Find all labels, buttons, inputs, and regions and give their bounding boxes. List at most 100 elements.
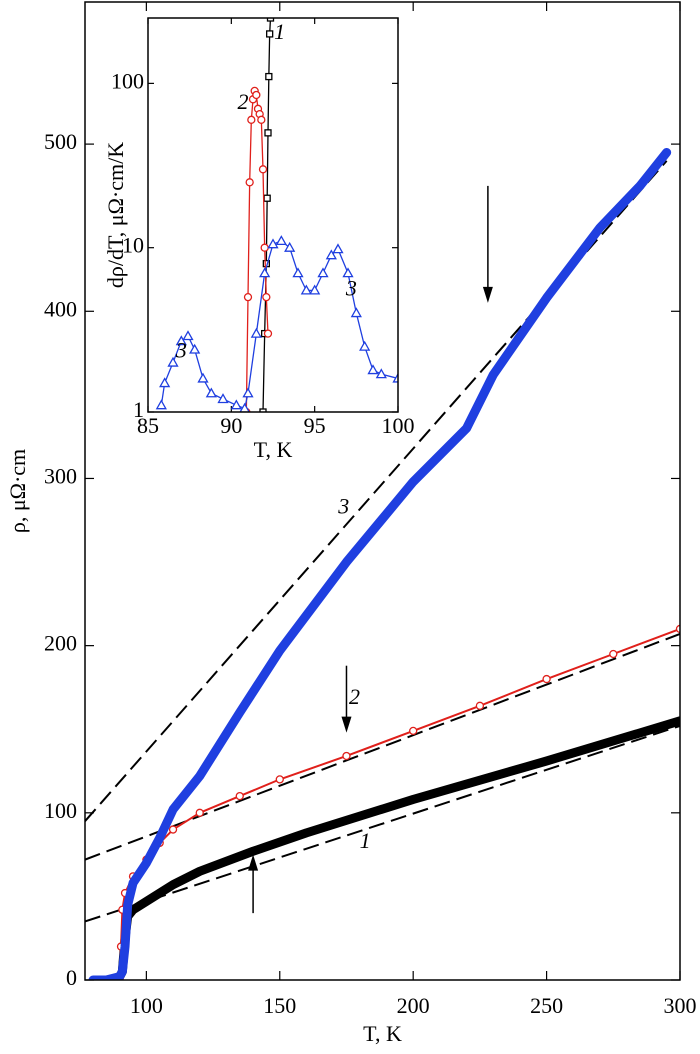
marker [243, 293, 253, 302]
y-axis-label: ρ, μΩ·cm [5, 449, 30, 533]
marker [350, 307, 362, 318]
marker [266, 18, 275, 22]
marker [265, 72, 273, 81]
arrow-head [248, 854, 259, 871]
curve-label: 1 [274, 19, 285, 44]
x-tick-label: 300 [664, 993, 697, 1018]
marker [342, 267, 354, 278]
y-tick-label: 200 [44, 631, 77, 656]
marker [266, 30, 274, 38]
marker [259, 408, 267, 412]
arrow-head [482, 286, 493, 303]
marker [262, 293, 271, 302]
y-tick-label: 10 [122, 233, 144, 258]
x-tick-label: 100 [130, 993, 163, 1018]
marker [242, 387, 254, 398]
marker [197, 372, 209, 383]
x-tick-label: 90 [220, 413, 242, 438]
marker [257, 115, 266, 124]
marker [168, 825, 178, 834]
marker [359, 340, 371, 351]
marker [542, 674, 551, 684]
curve-label: 3 [345, 275, 357, 300]
x-tick-label: 150 [263, 993, 296, 1018]
marker [239, 402, 250, 412]
marker [367, 364, 379, 375]
y-tick-label: 100 [111, 68, 144, 93]
fit-line [85, 160, 668, 822]
main-plot: 100 150 200 250 300 0 100 200 300 400 500 T, K ρ, μΩ… [5, 1, 697, 1046]
inset: 85 90 95 100 1 10 100 T, K dρ/dT, μΩ·cm/K 1 2 3 3 [103, 17, 415, 462]
y-tick-label: 500 [44, 129, 77, 154]
marker [263, 329, 273, 338]
marker [342, 751, 351, 761]
marker [195, 808, 204, 817]
fit-line [85, 724, 680, 923]
marker [245, 178, 254, 187]
marker [292, 267, 304, 278]
y-tick-label: 0 [66, 965, 77, 990]
marker [609, 649, 618, 659]
marker [275, 235, 287, 246]
marker [250, 327, 262, 338]
curve-label: 2 [238, 89, 249, 114]
marker [159, 377, 171, 388]
marker [263, 194, 271, 202]
marker [260, 243, 269, 252]
marker [167, 356, 179, 367]
marker [332, 243, 344, 254]
curve-label: 1 [360, 828, 371, 853]
y-axis-label: dρ/dT, μΩ·cm/K [103, 142, 128, 288]
curve-label: 3 [175, 338, 187, 363]
x-tick-label: 85 [137, 413, 159, 438]
marker [175, 335, 187, 346]
marker [259, 267, 271, 278]
marker [205, 387, 217, 398]
marker [267, 238, 279, 249]
marker [309, 284, 321, 295]
marker [217, 393, 229, 404]
series-line [113, 627, 680, 980]
series-line [88, 147, 672, 980]
y-tick-label: 300 [44, 464, 77, 489]
x-tick-label: 250 [530, 993, 563, 1018]
series-line [245, 90, 269, 412]
arrow-head [341, 716, 352, 733]
axes-frame [84, 1, 681, 981]
marker [258, 165, 268, 174]
marker [392, 372, 398, 383]
marker [675, 624, 680, 634]
y-tick-label: 100 [44, 798, 77, 823]
marker [235, 791, 244, 801]
x-axis-label: T, K [363, 1021, 402, 1046]
marker [182, 330, 194, 341]
marker [155, 399, 167, 410]
x-tick-label: 95 [304, 413, 326, 438]
x-axis-label: T, K [254, 437, 293, 462]
y-tick-label: 1 [133, 397, 144, 422]
marker [375, 368, 387, 379]
marker [247, 115, 256, 124]
marker [475, 701, 485, 710]
marker [317, 267, 329, 278]
marker [325, 249, 337, 260]
marker [230, 399, 242, 410]
series-line [262, 18, 272, 412]
series-line [109, 716, 680, 980]
marker [300, 284, 312, 295]
marker [409, 726, 418, 736]
x-tick-label: 100 [382, 413, 415, 438]
axes-frame [147, 17, 399, 413]
plot-area [155, 18, 398, 412]
curve-label: 3 [337, 494, 349, 519]
marker [264, 129, 272, 137]
curve-label: 2 [349, 684, 360, 709]
marker [275, 775, 284, 784]
marker [189, 343, 201, 354]
inset-background [148, 18, 398, 412]
y-tick-label: 400 [44, 296, 77, 321]
plot-area [85, 147, 680, 980]
x-tick-label: 200 [397, 993, 430, 1018]
marker [284, 241, 296, 252]
